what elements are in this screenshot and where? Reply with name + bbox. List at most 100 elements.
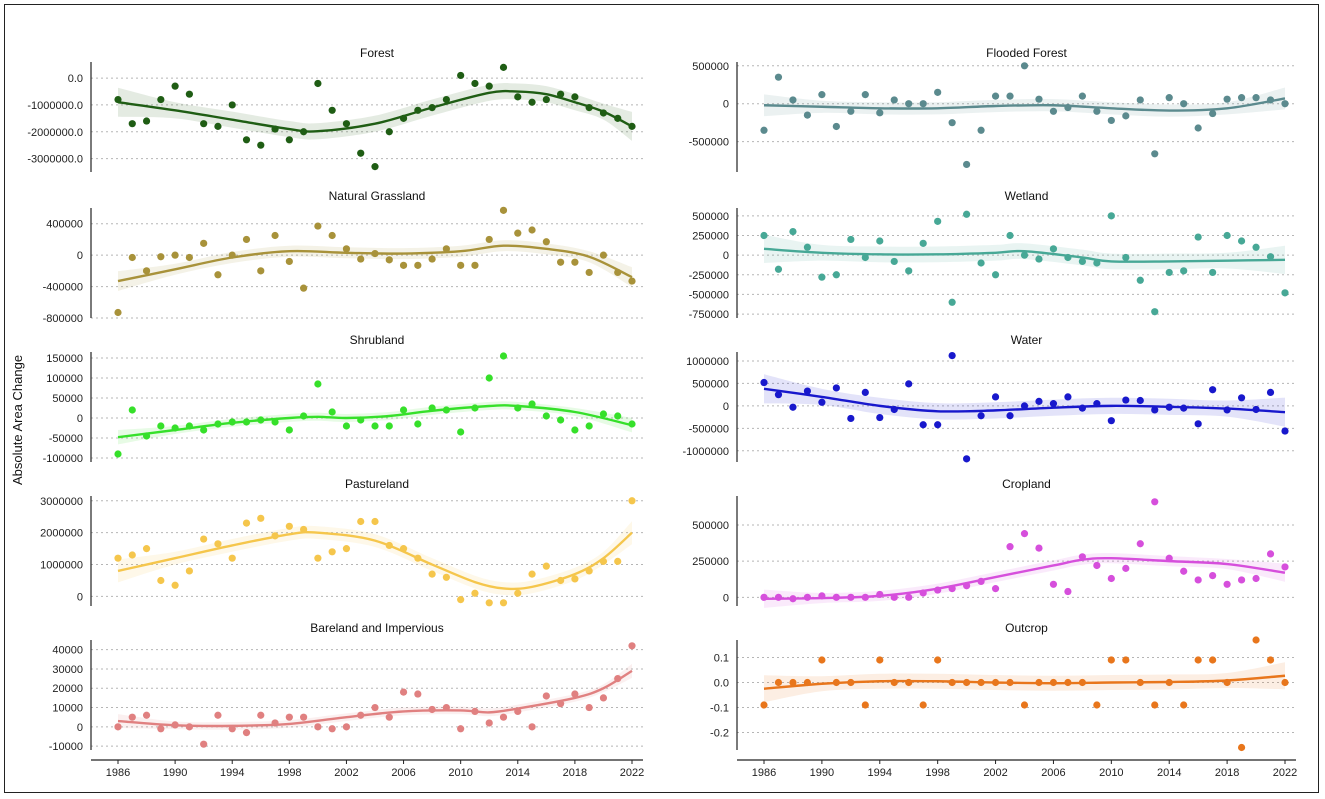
data-point	[571, 258, 579, 266]
panel-title: Cropland	[1002, 477, 1051, 491]
data-point	[1209, 268, 1217, 277]
data-point	[760, 126, 768, 134]
data-point	[242, 729, 251, 737]
data-point	[934, 421, 942, 429]
data-point	[314, 79, 322, 88]
data-point	[385, 128, 393, 136]
data-point	[1136, 276, 1144, 284]
data-point	[1122, 396, 1130, 404]
data-point	[514, 93, 522, 101]
data-point	[485, 374, 493, 382]
data-point	[128, 713, 136, 721]
data-point	[1006, 231, 1014, 240]
y-tick-label: -0.2	[710, 728, 729, 740]
data-point	[542, 412, 550, 420]
y-tick-label: 20000	[52, 683, 83, 695]
data-point	[300, 713, 308, 721]
data-point	[157, 95, 165, 104]
y-tick-label: 500000	[692, 211, 729, 223]
x-tick-label: 2022	[1273, 767, 1297, 779]
data-point	[760, 378, 768, 387]
data-point	[328, 408, 336, 416]
data-point	[1223, 231, 1231, 240]
data-point	[991, 393, 1000, 401]
data-point	[128, 551, 136, 559]
data-point	[1266, 550, 1275, 558]
data-point	[457, 428, 465, 436]
trend-line	[763, 97, 1286, 112]
data-point	[214, 711, 222, 719]
data-point	[1209, 109, 1217, 118]
y-tick-label: 0	[723, 592, 729, 604]
panel-title: Pastureland	[345, 477, 409, 491]
data-point	[818, 91, 826, 99]
y-tick-label: -400000	[43, 282, 83, 294]
panel-cropland: Cropland 500000 250000 0	[692, 477, 1296, 608]
panel-shrubland: Shrubland 150000 100000 50000 0 -50000 -100000	[43, 333, 643, 465]
y-tick-label: -3000000.0	[27, 154, 83, 166]
data-point	[628, 277, 636, 285]
data-point	[1035, 255, 1043, 263]
data-point	[457, 725, 465, 733]
data-point	[485, 719, 493, 727]
panel-title: Wetland	[1005, 189, 1049, 203]
data-point	[876, 109, 884, 117]
data-point	[142, 711, 151, 719]
data-point	[1078, 92, 1086, 100]
data-point	[385, 713, 393, 721]
y-tick-label: 30000	[52, 664, 83, 676]
data-point	[1064, 393, 1072, 401]
data-point	[977, 126, 985, 134]
data-point	[471, 79, 479, 88]
data-point	[963, 160, 971, 169]
data-point	[200, 740, 208, 748]
data-point	[1281, 678, 1289, 687]
panel-title: Natural Grassland	[329, 189, 426, 203]
data-point	[599, 251, 608, 259]
data-point	[1151, 498, 1159, 506]
data-point	[242, 136, 251, 144]
confidence-band	[118, 663, 632, 730]
data-point	[876, 237, 884, 245]
data-point	[357, 517, 365, 526]
data-point	[919, 239, 927, 247]
panel-flooded-forest: Flooded Forest 500000 0 -500000	[689, 46, 1296, 172]
data-point	[228, 101, 236, 109]
x-tick-label: 2010	[1099, 767, 1123, 779]
data-point	[471, 589, 479, 597]
data-point	[1151, 701, 1159, 709]
trend-line	[763, 247, 1286, 263]
data-point	[328, 106, 336, 114]
data-point	[628, 642, 636, 650]
data-point	[485, 82, 493, 90]
data-point	[1266, 656, 1275, 664]
data-point	[905, 593, 913, 601]
y-tick-label: 1000000	[686, 356, 729, 368]
data-point	[542, 562, 550, 570]
data-point	[257, 141, 265, 149]
data-point	[542, 95, 550, 104]
data-point	[774, 391, 783, 399]
data-point	[1035, 544, 1043, 552]
confidence-band	[118, 240, 632, 291]
data-point	[414, 690, 422, 698]
trend-line	[763, 556, 1286, 600]
data-point	[890, 96, 898, 104]
data-point	[1281, 427, 1289, 435]
panel-pastureland: Pastureland 3000000 2000000 1000000 0	[40, 477, 643, 607]
data-point	[114, 723, 122, 731]
data-point	[157, 253, 165, 261]
data-point	[1252, 636, 1260, 644]
data-point	[1020, 62, 1029, 70]
data-point	[114, 554, 122, 562]
data-point	[1107, 656, 1115, 664]
data-point	[1209, 386, 1217, 394]
data-point	[905, 380, 913, 388]
data-point	[142, 117, 151, 125]
data-point	[1237, 94, 1246, 102]
data-point	[1237, 394, 1246, 402]
y-tick-label: 40000	[52, 645, 83, 657]
data-point	[832, 122, 840, 131]
confidence-band	[764, 87, 1285, 117]
data-point	[1093, 107, 1101, 115]
